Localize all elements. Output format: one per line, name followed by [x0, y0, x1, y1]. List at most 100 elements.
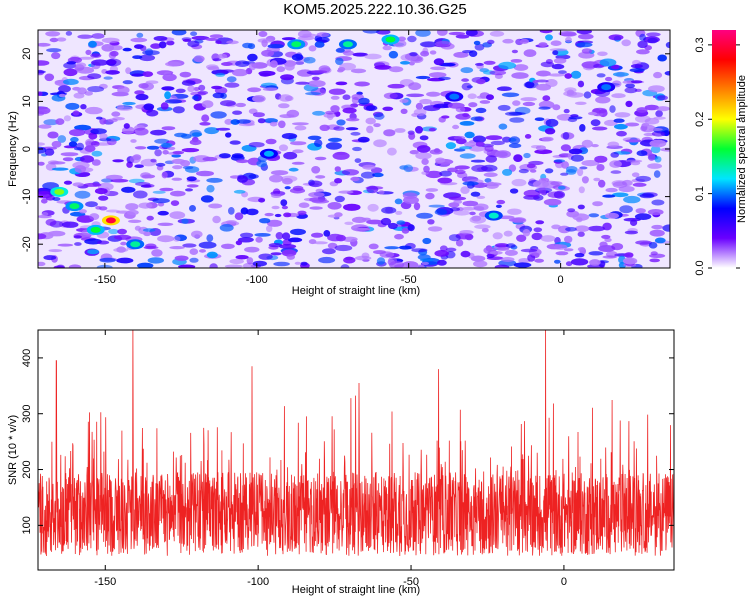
spectrogram-cell [103, 76, 113, 80]
spectrogram-cell [265, 138, 277, 145]
spectrogram-cell [288, 237, 303, 243]
spectrogram-cell [350, 176, 360, 182]
colorbar: 0.0 0.1 0.2 0.3 Normalized spectral amplitu… [694, 30, 748, 276]
spectrogram-cell [130, 37, 148, 43]
spectrogram-cell [459, 230, 474, 235]
spectrogram-cell [664, 71, 670, 76]
spectrogram-cell [135, 93, 149, 101]
spectrogram-cell [625, 122, 640, 127]
spectrogram-cell [619, 205, 633, 214]
spectrogram-cell [662, 224, 670, 232]
spectrogram-cell [51, 140, 62, 148]
spectrogram-cell [530, 169, 537, 173]
spectrogram-cell [540, 61, 555, 68]
spectrogram-cell [45, 31, 61, 37]
spectrogram-cell [236, 159, 249, 164]
spectrogram-hotspot [54, 188, 65, 195]
spectrogram-cell [629, 68, 645, 73]
spectrogram-cell [545, 118, 559, 127]
spectrogram-cell [395, 210, 403, 215]
spectrogram-cell [262, 87, 278, 91]
spectrogram-cell [475, 141, 485, 147]
spectrogram-cell [266, 219, 283, 227]
spectrogram-cell [38, 60, 50, 66]
spectrogram-cell [345, 127, 359, 131]
spectrogram-cell [84, 106, 103, 115]
spectrogram-cell [191, 230, 203, 238]
spectrogram-cell [50, 161, 66, 165]
spectrogram-cell [465, 30, 478, 37]
spectrogram-cell [470, 255, 486, 262]
spectrogram-cell [117, 86, 130, 94]
spectrogram-cell [380, 217, 392, 226]
spectrogram-cell [423, 165, 430, 173]
spectrogram-cell [158, 41, 167, 49]
spectrogram-cell [160, 102, 169, 110]
spectrogram-cell [648, 242, 658, 249]
spectrogram-cell [175, 88, 186, 94]
spectrogram-cell [483, 172, 498, 177]
spectrogram-cell [566, 92, 584, 98]
spectrogram-cell [206, 251, 218, 259]
spectrogram-cell [358, 97, 370, 105]
spectrogram-cell [85, 201, 98, 208]
spectrogram-cell [278, 244, 297, 249]
spectrogram-cell [607, 141, 620, 148]
spectrogram-cell [255, 236, 263, 243]
spectrogram-cell [134, 225, 141, 231]
spectrogram-cell [473, 40, 481, 46]
spectrogram-cell [204, 127, 220, 135]
spectrogram-cell [248, 174, 259, 179]
spectrogram-cell [501, 257, 515, 262]
spectrogram-cell [651, 199, 665, 206]
spectrogram-cell [63, 78, 79, 85]
spectrogram-cell [169, 211, 186, 220]
spectrogram-cell [212, 215, 221, 224]
spectrogram-cell [461, 82, 472, 91]
spectrogram-cell [189, 248, 199, 255]
spectrogram-cell [314, 139, 323, 147]
spectrogram-cell [221, 62, 233, 66]
spectrogram-cell [221, 243, 235, 249]
spectrogram-cell [228, 207, 235, 215]
spectrogram-cell [343, 203, 361, 211]
spectrogram-cell [535, 220, 545, 225]
spectrogram-cell [139, 54, 156, 62]
y-tick-label: -20 [21, 236, 33, 252]
spectrogram-cell [187, 40, 200, 48]
spectrogram-cell [605, 187, 618, 193]
spectrogram-cell [535, 83, 552, 91]
spectrogram-cell [452, 124, 460, 130]
spectrogram-cell [513, 262, 532, 268]
spectrogram-cell [459, 146, 473, 150]
spectrogram-cell [360, 171, 375, 179]
spectrogram-cell [171, 177, 183, 181]
spectrogram-cell [341, 169, 359, 176]
spectrogram-cell [365, 117, 377, 125]
spectrogram-hotspot [385, 36, 396, 43]
spectrogram-cell [174, 255, 189, 261]
spectrogram-cell [455, 113, 471, 120]
spectrogram-cell [294, 125, 307, 131]
spectrogram-cell [315, 175, 326, 179]
spectrogram-cell [635, 175, 651, 182]
spectrogram-cell [583, 91, 592, 99]
spectrogram-cell [553, 244, 568, 250]
spectrogram-hotspot [90, 226, 101, 233]
spectrogram-cell [548, 73, 566, 77]
spectrogram-cell [403, 196, 419, 205]
spectrogram-cell [91, 150, 103, 157]
y-tick-label: 100 [21, 516, 33, 534]
spectrogram-cell [593, 177, 601, 182]
spectrogram-cell [373, 123, 381, 128]
spectrogram-cell [366, 185, 379, 194]
spectrogram-cell [420, 50, 430, 57]
spectrogram-cell [308, 45, 317, 52]
spectrogram-cell [146, 109, 159, 117]
spectrogram-cell [98, 195, 109, 201]
spectrogram-cell [382, 106, 394, 112]
spectrogram-cell [342, 94, 351, 100]
spectrogram-cell [544, 168, 554, 174]
spectrogram-cell [448, 196, 467, 201]
spectrogram-cell [318, 256, 336, 264]
